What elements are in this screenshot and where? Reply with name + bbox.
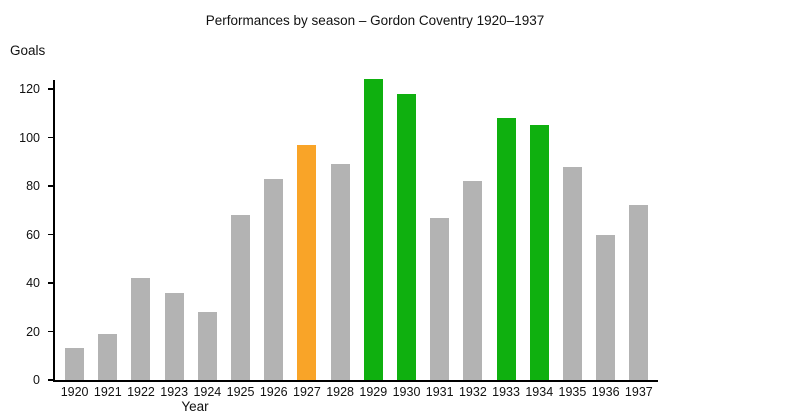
bar-1921 bbox=[98, 333, 118, 380]
y-tick-mark-100 bbox=[48, 136, 54, 139]
bar-1920 bbox=[65, 348, 85, 380]
y-tick-label-60: 60 bbox=[26, 227, 40, 242]
bar-1925 bbox=[231, 215, 251, 380]
x-tick-label-1936: 1936 bbox=[591, 385, 620, 399]
x-tick-label-1934: 1934 bbox=[525, 385, 554, 399]
bar-1928 bbox=[330, 164, 350, 380]
y-axis-line bbox=[53, 80, 55, 381]
x-tick-label-1925: 1925 bbox=[226, 385, 255, 399]
y-tick-mark-80 bbox=[48, 185, 54, 187]
y-tick-label-20: 20 bbox=[26, 324, 40, 339]
x-tick-label-1927: 1927 bbox=[293, 385, 321, 399]
y-tick-label-100: 100 bbox=[19, 130, 40, 145]
y-tick-label-40: 40 bbox=[26, 276, 40, 290]
bar-1927 bbox=[297, 144, 317, 380]
bar-1926 bbox=[264, 178, 284, 380]
y-tick-label-0: 0 bbox=[33, 373, 40, 387]
y-tick-mark-40 bbox=[48, 282, 54, 284]
bar-1929 bbox=[363, 79, 383, 380]
x-tick-label-1921: 1921 bbox=[93, 385, 122, 399]
bar-1922 bbox=[131, 278, 151, 380]
bar-1931 bbox=[430, 217, 450, 380]
x-tick-label-1922: 1922 bbox=[127, 385, 155, 399]
y-tick-mark-120 bbox=[48, 88, 54, 90]
x-tick-label-1928: 1928 bbox=[326, 385, 355, 399]
x-tick-label-1930: 1930 bbox=[392, 385, 421, 399]
bar-1937 bbox=[629, 205, 649, 380]
bar-1932 bbox=[463, 181, 483, 380]
y-tick-label-80: 80 bbox=[26, 179, 40, 193]
x-tick-label-1931: 1931 bbox=[425, 385, 454, 399]
bar-1930 bbox=[397, 93, 416, 380]
x-tick-label-1926: 1926 bbox=[259, 385, 288, 399]
bar-1923 bbox=[164, 292, 184, 380]
bar-1933 bbox=[496, 118, 516, 380]
x-tick-label-1933: 1933 bbox=[492, 385, 520, 399]
y-tick-mark-20 bbox=[48, 330, 54, 333]
y-tick-mark-60 bbox=[48, 233, 54, 236]
x-tick-label-1929: 1929 bbox=[359, 385, 388, 399]
x-tick-label-1932: 1932 bbox=[458, 385, 487, 399]
y-axis-title: Goals bbox=[10, 43, 46, 58]
bar-1935 bbox=[562, 166, 582, 380]
bar-1934 bbox=[529, 125, 549, 380]
x-tick-label-1924: 1924 bbox=[193, 385, 222, 399]
bar-1936 bbox=[596, 234, 616, 380]
x-tick-label-1923: 1923 bbox=[160, 385, 189, 399]
x-axis-title: Year bbox=[181, 399, 209, 414]
bar-1924 bbox=[197, 312, 217, 380]
x-tick-label-1935: 1935 bbox=[558, 385, 587, 399]
x-axis-line bbox=[53, 380, 658, 382]
x-tick-label-1937: 1937 bbox=[624, 385, 653, 399]
x-tick-label-1920: 1920 bbox=[60, 385, 89, 399]
y-tick-mark-0 bbox=[48, 379, 54, 381]
y-tick-label-120: 120 bbox=[19, 82, 40, 96]
chart-title: Performances by season – Gordon Coventry… bbox=[205, 13, 545, 28]
